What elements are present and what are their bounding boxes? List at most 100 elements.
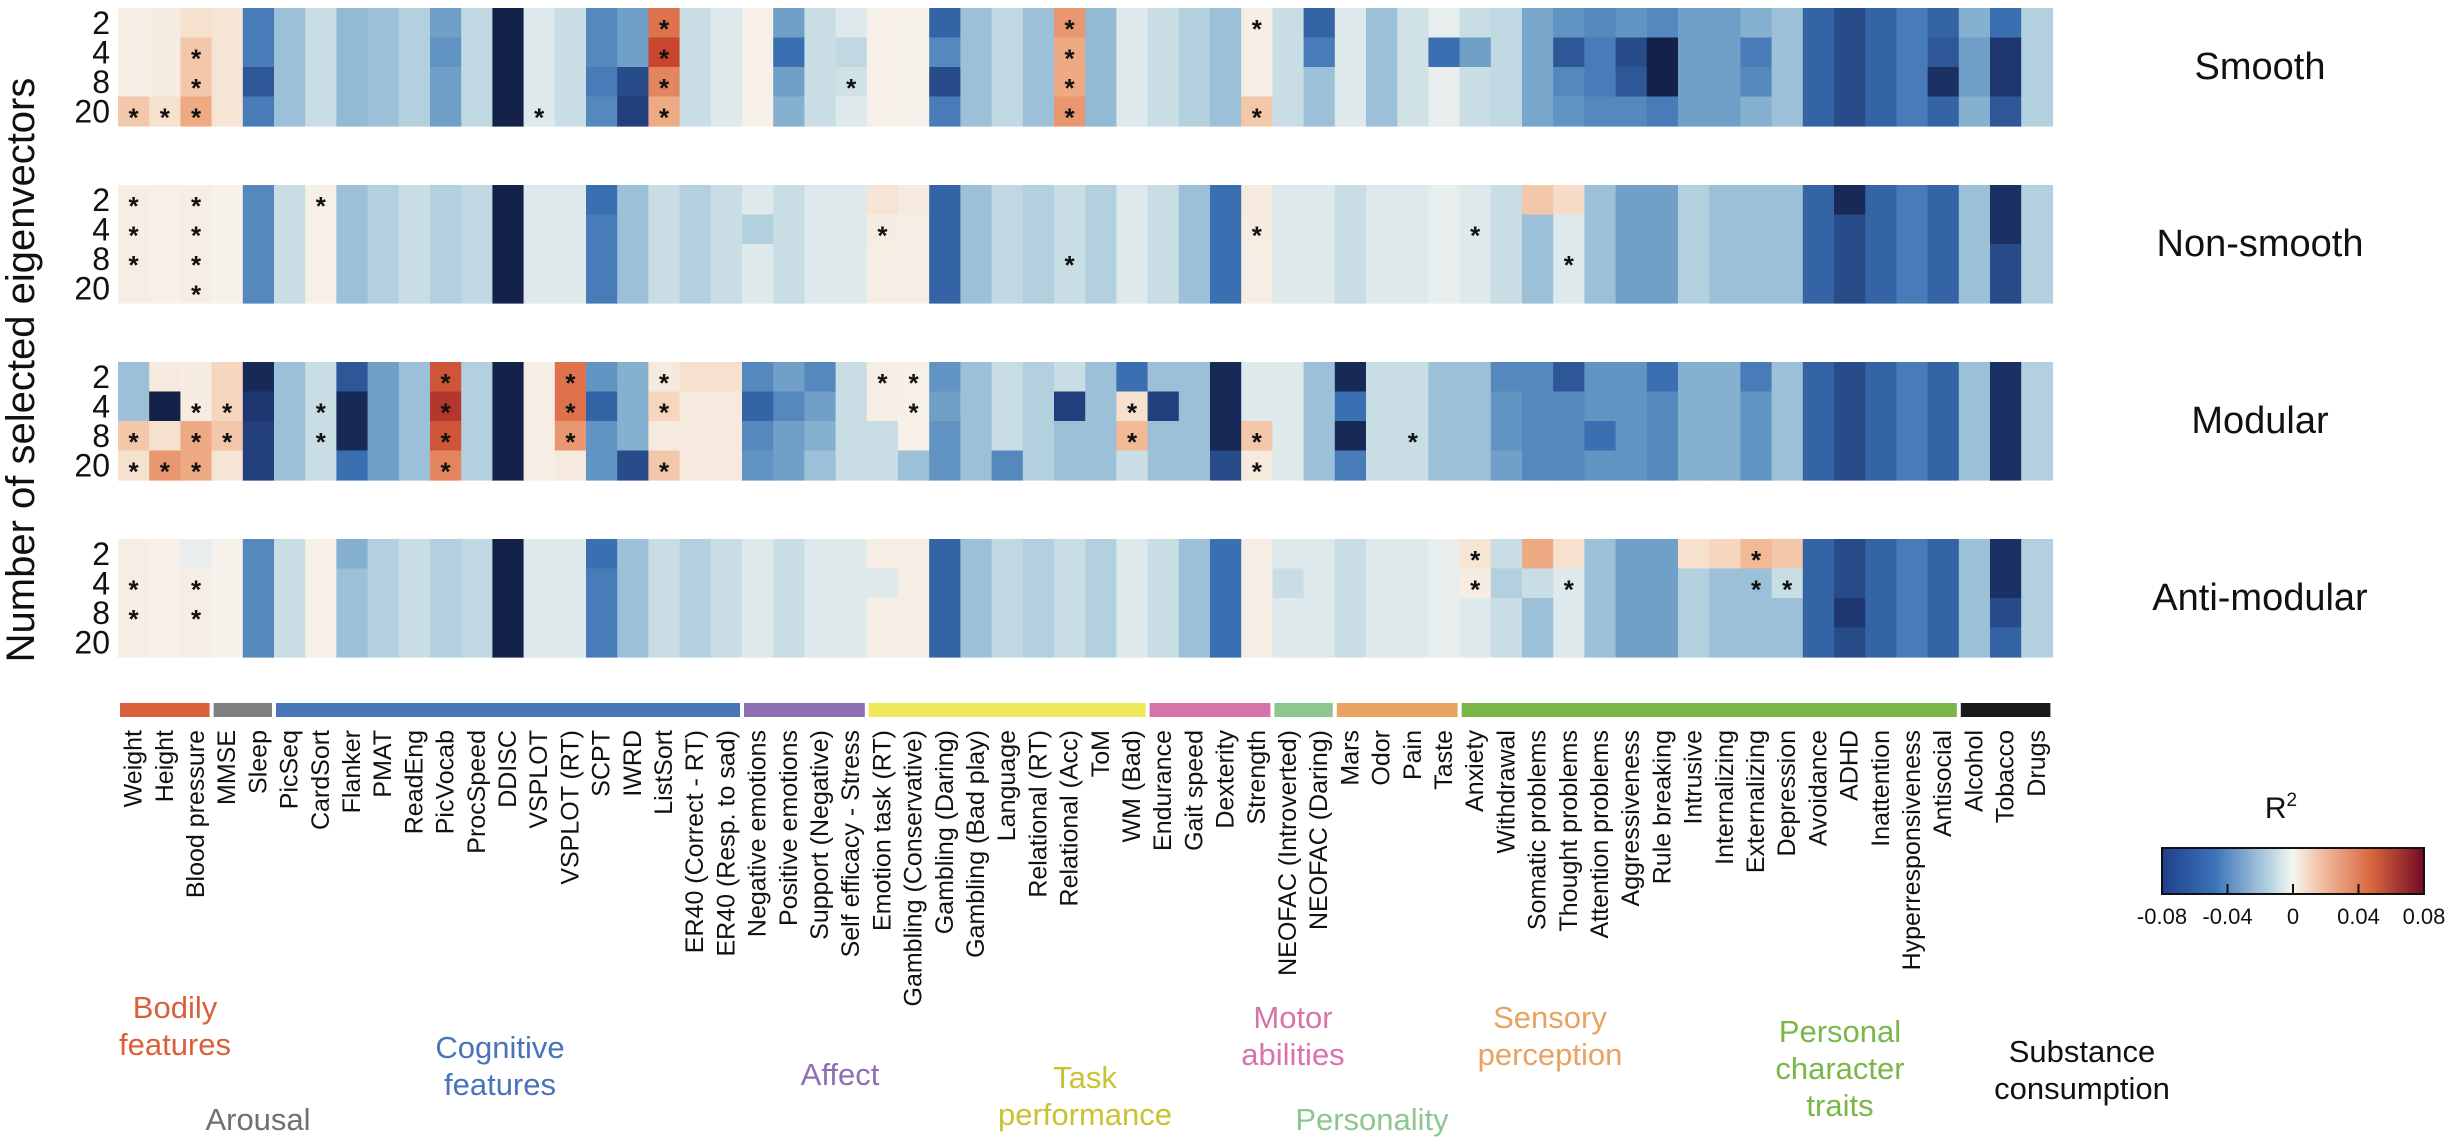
heat-cell: [1241, 244, 1273, 275]
heat-cell: [617, 273, 649, 304]
heat-cell: [1022, 568, 1055, 599]
heat-cell: [1553, 539, 1585, 570]
heat-cell: [1428, 244, 1461, 275]
heat-cell: [1865, 450, 1897, 481]
heat-cell: [1553, 244, 1585, 275]
heat-cell: [835, 273, 868, 304]
heat-cell: [804, 273, 837, 304]
heat-cell: [554, 391, 587, 422]
heat-cell: [1397, 214, 1429, 245]
heat-cell: [398, 96, 431, 127]
heat-cell: [2021, 214, 2053, 245]
column-label: Hyperresponsiveness: [1898, 730, 1926, 970]
heat-cell: [274, 598, 306, 629]
heat-cell: [1896, 96, 1929, 127]
heat-cell: [1085, 539, 1117, 570]
heat-cell: [430, 391, 462, 422]
row-label: 2: [92, 182, 110, 218]
heat-cell: [1116, 598, 1149, 629]
heat-cell: [398, 244, 431, 275]
heat-cell: [336, 391, 369, 422]
heat-cell: [1366, 421, 1398, 452]
group-label-line: Arousal: [205, 1102, 310, 1137]
heat-cell: [398, 391, 431, 422]
heat-cell: [1241, 8, 1273, 39]
heat-cell: [898, 96, 930, 127]
heat-cell: [554, 8, 587, 39]
heat-cell: [1990, 362, 2022, 393]
heat-cell: [1241, 598, 1273, 629]
heat-cell: [1678, 450, 1710, 481]
heat-cell: [1272, 598, 1305, 629]
heat-cell: [679, 421, 712, 452]
heat-cell: [1522, 37, 1554, 68]
heat-cell: [1958, 450, 1991, 481]
heat-cell: [1054, 598, 1086, 629]
heat-cell: [1366, 214, 1398, 245]
heat-cell: [180, 598, 213, 629]
heat-cell: [242, 539, 275, 570]
heat-cell: [742, 362, 774, 393]
heat-cell: [1178, 8, 1211, 39]
heat-cell: [336, 421, 369, 452]
column-label: NEOFAC (Introverted): [1274, 730, 1302, 976]
column-label: VSPLOT: [525, 730, 553, 829]
heat-cell: [1116, 185, 1149, 216]
heat-cell: [1865, 627, 1897, 658]
heat-cell: [804, 8, 837, 39]
heat-cell: [461, 539, 493, 570]
heat-cell: [1553, 185, 1585, 216]
panel-label: Anti-modular: [2152, 577, 2368, 619]
heat-cell: [1428, 96, 1461, 127]
significance-star: *: [191, 73, 202, 103]
heat-cell: [2021, 244, 2053, 275]
significance-star: *: [1065, 250, 1076, 280]
column-label: Dexterity: [1212, 730, 1240, 829]
heat-cell: [617, 244, 649, 275]
significance-star: *: [441, 456, 452, 486]
group-label-line: character: [1775, 1051, 1904, 1086]
heat-cell: [336, 568, 369, 599]
heat-cell: [2021, 185, 2053, 216]
heat-cell: [398, 627, 431, 658]
heat-cell: [1802, 598, 1835, 629]
heat-cell: [1802, 391, 1835, 422]
heat-cell: [461, 96, 493, 127]
heat-cell: [398, 214, 431, 245]
heat-cell: [617, 362, 649, 393]
heat-cell: [1303, 421, 1336, 452]
significance-star: *: [191, 456, 202, 486]
heat-cell: [1615, 8, 1648, 39]
heat-cell: [742, 568, 774, 599]
heat-cell: [1366, 8, 1398, 39]
heat-cell: [960, 627, 993, 658]
heat-cell: [1553, 362, 1585, 393]
group-label-line: Cognitive: [435, 1030, 564, 1065]
heat-cell: [1896, 67, 1929, 98]
heat-cell: [1896, 598, 1929, 629]
significance-star: *: [1751, 574, 1762, 604]
group-label: Task performance: [998, 1060, 1172, 1132]
heat-cell: [1116, 539, 1149, 570]
heat-cell: [523, 273, 556, 304]
heat-cell: [1802, 421, 1835, 452]
heat-cell: [898, 627, 930, 658]
heat-cell: [1927, 8, 1960, 39]
colorbar-tick-label: 0.04: [2337, 904, 2380, 929]
heat-cell: [461, 37, 493, 68]
heat-cell: [1459, 450, 1492, 481]
heat-cell: [523, 568, 556, 599]
column-label: Internalizing: [1711, 730, 1739, 865]
column-label: Language: [993, 730, 1021, 841]
group-label-line: Task: [1053, 1060, 1117, 1095]
heat-cell: [1896, 421, 1929, 452]
heat-cell: [773, 539, 805, 570]
heat-cell: [1334, 273, 1367, 304]
heat-cell: [1116, 391, 1149, 422]
heat-cell: [866, 598, 899, 629]
heat-cell: [929, 8, 961, 39]
heat-cell: [180, 244, 213, 275]
heat-cell: [430, 450, 462, 481]
heat-cell: [523, 67, 556, 98]
heat-cell: [1646, 8, 1679, 39]
